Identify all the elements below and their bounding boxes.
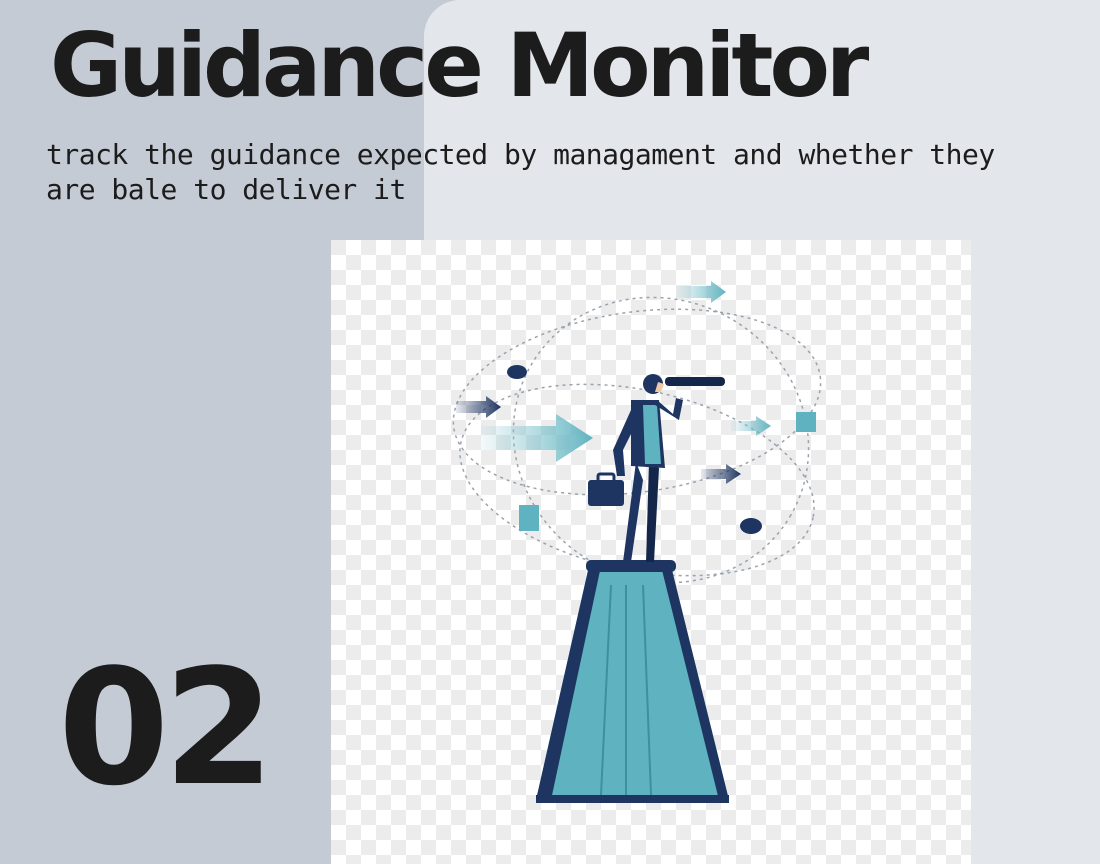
small-arrow-icon — [676, 281, 726, 303]
square-icon — [796, 412, 816, 432]
briefcase-icon — [588, 480, 624, 506]
small-arrow-icon — [731, 416, 771, 436]
slide-description: track the guidance expected by managamen… — [46, 138, 995, 206]
square-icon — [519, 505, 539, 531]
slide-title: Guidance Monitor — [50, 14, 869, 117]
slide-number: 02 — [58, 634, 275, 821]
person-with-telescope — [588, 374, 725, 562]
floating-shapes — [456, 281, 816, 534]
telescope-illustration — [331, 240, 971, 864]
large-arrow-icon — [481, 414, 593, 462]
book-pedestal — [536, 560, 729, 803]
dot-icon — [740, 518, 762, 534]
dot-icon — [507, 365, 527, 379]
small-arrow-icon — [701, 464, 741, 484]
small-arrow-icon — [456, 396, 501, 418]
